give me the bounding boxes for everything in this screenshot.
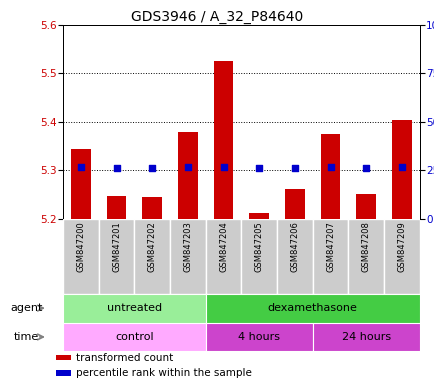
Bar — [241, 219, 276, 294]
Point — [291, 166, 298, 172]
Text: GSM847207: GSM847207 — [326, 221, 334, 272]
Point — [77, 164, 84, 170]
Text: percentile rank within the sample: percentile rank within the sample — [76, 368, 252, 378]
Text: GDS3946 / A_32_P84640: GDS3946 / A_32_P84640 — [131, 10, 303, 23]
Bar — [63, 219, 99, 294]
Bar — [178, 132, 197, 219]
Point — [220, 164, 227, 170]
Point — [398, 164, 404, 170]
Bar — [205, 294, 419, 323]
Bar — [63, 323, 205, 351]
Bar — [205, 323, 312, 351]
Bar — [276, 219, 312, 294]
Bar — [355, 194, 375, 219]
Bar — [213, 61, 233, 219]
Bar — [134, 219, 170, 294]
Bar — [383, 219, 419, 294]
Text: GSM847209: GSM847209 — [397, 221, 405, 272]
Text: agent: agent — [10, 303, 42, 313]
Text: GSM847202: GSM847202 — [148, 221, 156, 272]
Point — [113, 166, 120, 172]
Bar — [284, 189, 304, 219]
Bar — [56, 355, 71, 361]
Bar — [142, 197, 162, 219]
Text: GSM847205: GSM847205 — [254, 221, 263, 272]
Text: transformed count: transformed count — [76, 353, 173, 362]
Text: control: control — [115, 332, 153, 342]
Bar — [170, 219, 205, 294]
Bar — [249, 213, 269, 219]
Point — [148, 166, 155, 172]
Point — [326, 164, 333, 170]
Text: GSM847208: GSM847208 — [361, 221, 370, 272]
Bar — [312, 323, 419, 351]
Bar — [205, 219, 241, 294]
Text: dexamethasone: dexamethasone — [267, 303, 357, 313]
Bar — [320, 134, 340, 219]
Bar — [391, 121, 411, 219]
Bar — [106, 195, 126, 219]
Text: GSM847204: GSM847204 — [219, 221, 227, 272]
Point — [184, 164, 191, 170]
Text: GSM847201: GSM847201 — [112, 221, 121, 272]
Text: 4 hours: 4 hours — [238, 332, 279, 342]
Point — [362, 166, 369, 172]
Bar — [63, 294, 205, 323]
Bar — [312, 219, 348, 294]
Text: time: time — [13, 332, 39, 342]
Text: GSM847206: GSM847206 — [290, 221, 299, 272]
Bar — [348, 219, 383, 294]
Bar — [99, 219, 134, 294]
Bar — [56, 370, 71, 376]
Text: untreated: untreated — [107, 303, 161, 313]
Text: GSM847200: GSM847200 — [76, 221, 85, 272]
Text: 24 hours: 24 hours — [341, 332, 390, 342]
Text: GSM847203: GSM847203 — [183, 221, 192, 272]
Bar — [71, 149, 91, 219]
Point — [255, 166, 262, 172]
